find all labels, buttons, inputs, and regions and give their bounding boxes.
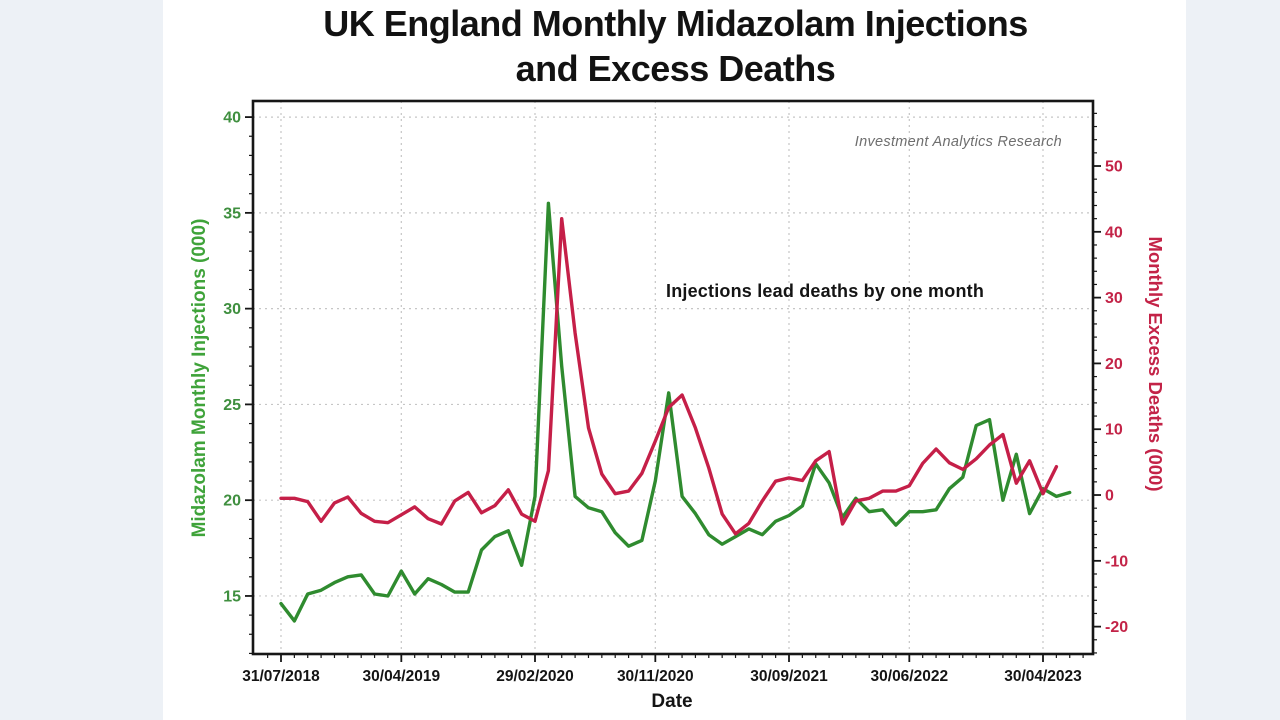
x-axis-tick-label: 29/02/2020 [496,668,574,685]
right-axis-tick-label: 30 [1105,290,1123,307]
watermark-text: Investment Analytics Research [854,134,1062,150]
left-margin-band [0,0,163,720]
x-axis-tick-label: 30/06/2022 [871,668,949,685]
x-axis-tick-label: 30/04/2023 [1004,668,1082,685]
plot-frame [251,99,1095,656]
right-axis-title: Monthly Excess Deaths (000) [1145,236,1166,492]
annotation-text: Injections lead deaths by one month [666,281,985,301]
right-axis-tick-label: -10 [1105,553,1128,570]
left-axis-tick-label: 25 [223,397,241,414]
left-axis-tick-label: 15 [223,588,241,605]
left-axis-tick-label: 40 [223,110,241,127]
excess-deaths-line-series [279,216,1059,536]
injections-line-series [279,201,1072,623]
right-axis-tick-label: 20 [1105,356,1123,373]
plot-background [253,101,1093,654]
x-axis-tick-label: 30/11/2020 [617,668,694,685]
x-axis-tick-label: 30/04/2019 [363,668,441,685]
left-axis-tick-label: 30 [223,301,241,318]
right-axis-tick-label: 40 [1105,224,1123,241]
right-axis-tick-label: 10 [1105,422,1123,439]
right-axis-tick-label: -20 [1105,619,1128,636]
x-axis-tick-label: 30/09/2021 [750,668,828,685]
chart-title-line1: UK England Monthly Midazolam Injections [323,3,1028,44]
left-axis-tick-label: 20 [223,493,241,510]
x-axis-title: Date [651,691,693,712]
left-axis-title: Midazolam Monthly Injections (000) [189,218,210,538]
chart-title: UK England Monthly Midazolam Injections … [165,2,1186,91]
chart-title-line2: and Excess Deaths [515,48,836,89]
x-axis-tick-label: 31/07/2018 [242,668,320,685]
right-axis-tick-label: 50 [1105,159,1123,176]
left-axis-tick-label: 35 [223,205,241,222]
right-margin-band [1186,0,1280,720]
right-axis-tick-label: 0 [1105,488,1114,505]
